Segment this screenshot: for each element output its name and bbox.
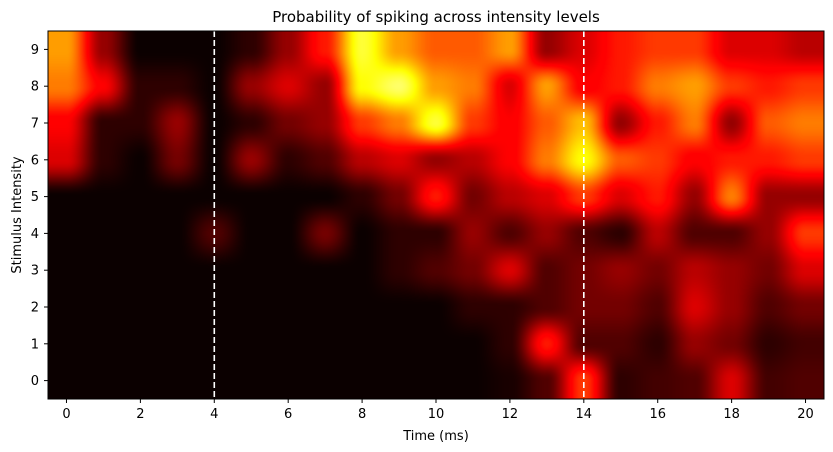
x-tick-label: 20	[797, 407, 814, 422]
y-tick-label: 7	[31, 117, 39, 132]
y-tick-label: 1	[31, 337, 39, 352]
x-tick-label: 0	[62, 407, 70, 422]
chart-title: Probability of spiking across intensity …	[272, 8, 600, 26]
y-axis: 0 1 2 3 4 5 6 7 8 9	[31, 43, 48, 389]
y-tick-label: 3	[31, 264, 39, 279]
x-tick-label: 2	[136, 407, 144, 422]
y-tick-label: 5	[31, 190, 39, 205]
x-axis-title: Time (ms)	[402, 429, 469, 444]
plot-area	[47, 30, 825, 400]
x-tick-label: 10	[428, 407, 445, 422]
y-tick-label: 9	[31, 43, 39, 58]
x-tick-label: 8	[358, 407, 366, 422]
marker-lines	[213, 31, 585, 399]
y-tick-label: 8	[31, 80, 39, 95]
x-axis: 0 2 4 6 8 10 12 14 16 18 20	[62, 399, 814, 422]
x-tick-label: 14	[576, 407, 593, 422]
x-tick-label: 6	[284, 407, 292, 422]
x-tick-label: 18	[723, 407, 740, 422]
x-tick-label: 4	[210, 407, 218, 422]
y-axis-title: Stimulus Intensity	[10, 156, 25, 274]
y-tick-label: 2	[31, 301, 39, 316]
x-tick-label: 16	[649, 407, 666, 422]
heatmap-image	[48, 31, 824, 399]
x-tick-label: 12	[502, 407, 519, 422]
y-tick-label: 0	[31, 374, 39, 389]
y-tick-label: 6	[31, 153, 39, 168]
y-tick-label: 4	[31, 227, 39, 242]
